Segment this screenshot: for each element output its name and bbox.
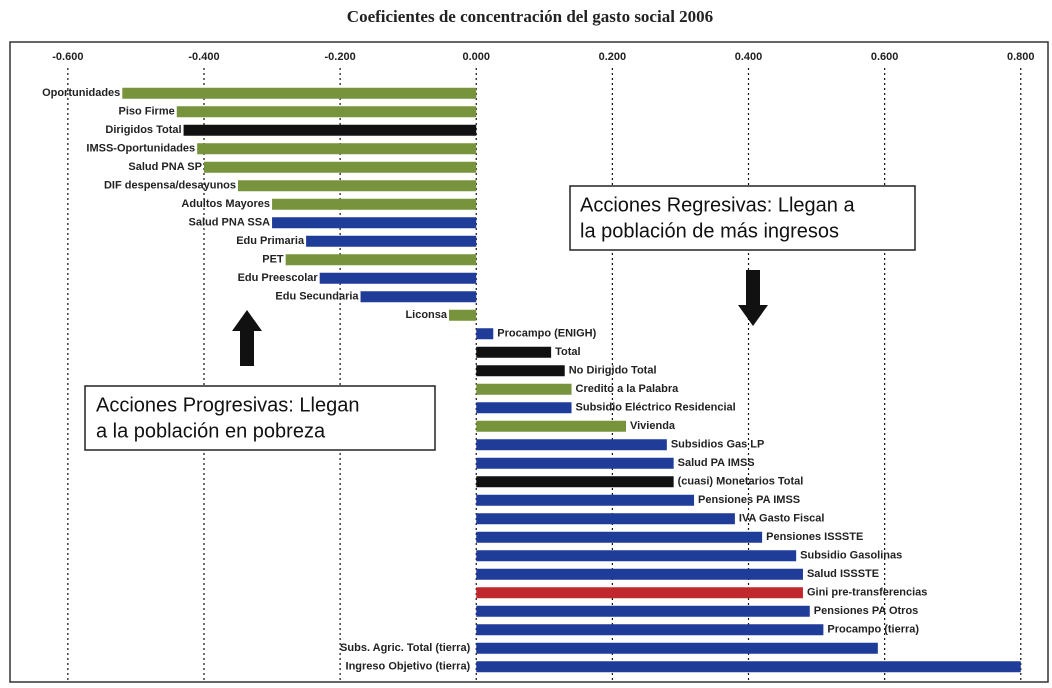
category-label: Subs. Agric. Total (tierra): [340, 642, 471, 654]
category-label: Pensiones PA IMSS: [698, 494, 800, 506]
arrow-up: [232, 310, 262, 366]
bar: [476, 420, 626, 432]
category-label: Pensiones ISSSTE: [766, 531, 863, 543]
category-label: Gini pre-transferencias: [807, 587, 927, 599]
bar: [238, 180, 477, 192]
category-label: No Dirigido Total: [569, 365, 657, 377]
bar: [360, 291, 477, 303]
category-label: Salud PNA SP: [128, 161, 202, 173]
category-label: Edu Primaria: [236, 235, 305, 247]
bar: [176, 106, 477, 118]
x-tick-label: 0.200: [599, 51, 627, 63]
annotation-frame: [84, 385, 436, 451]
bar: [476, 587, 803, 599]
category-label: Salud PA IMSS: [678, 457, 755, 469]
category-label: Adultos Mayores: [181, 198, 270, 210]
category-label: Dirigidos Total: [105, 124, 181, 136]
x-tick-label: -0.400: [188, 51, 219, 63]
bar: [476, 457, 674, 469]
category-label: Piso Firme: [119, 106, 175, 118]
annotation-text: Acciones Progresivas: Llegan: [96, 394, 359, 416]
bar: [476, 346, 552, 358]
category-label: Subsidio Eléctrico Residencial: [576, 402, 736, 414]
category-label: Procampo (tierra): [827, 624, 919, 636]
bar: [476, 476, 674, 488]
bar: [476, 605, 810, 617]
bar: [476, 513, 735, 525]
bar: [285, 254, 477, 266]
category-label: Total: [555, 346, 580, 358]
category-label: Salud ISSSTE: [807, 568, 879, 580]
category-label: Liconsa: [405, 309, 447, 321]
annotation-box: Acciones Progresivas: Llegan a la poblac…: [84, 310, 436, 451]
bar: [476, 642, 878, 654]
category-label: Oportunidades: [42, 87, 120, 99]
category-label: IVA Gasto Fiscal: [739, 513, 825, 525]
bar: [203, 161, 477, 173]
category-label: Ingreso Objetivo (tierra): [346, 661, 471, 673]
bar: [476, 661, 1021, 673]
bar: [476, 328, 494, 340]
category-label: Pensiones PA Otros: [814, 605, 919, 617]
bar: [476, 494, 695, 506]
bar: [183, 124, 477, 136]
annotation-box: Acciones Regresivas: Llegan a la poblaci…: [569, 185, 916, 326]
bar: [476, 439, 667, 451]
bar: [476, 402, 572, 414]
annotation-frame: [569, 185, 916, 251]
category-label: Subsidio Gasolinas: [800, 550, 902, 562]
bar: [122, 87, 477, 99]
bar: [272, 217, 477, 229]
x-tick-label: 0.800: [1007, 51, 1035, 63]
category-label: Vivienda: [630, 420, 676, 432]
x-tick-label: 0.400: [735, 51, 763, 63]
x-tick-label: -0.200: [325, 51, 356, 63]
annotation-text: a la población en pobreza: [96, 420, 326, 442]
bar: [449, 309, 477, 321]
arrow-down: [738, 270, 768, 326]
bar: [272, 198, 477, 210]
annotation-text: Acciones Regresivas: Llegan a: [580, 194, 855, 216]
plot-frame: [9, 41, 1049, 683]
category-label: IMSS-Oportunidades: [86, 143, 195, 155]
category-label: Edu Preescolar: [238, 272, 319, 284]
category-label: DIF despensa/desayunos: [104, 180, 236, 192]
category-label: PET: [262, 254, 284, 266]
x-tick-label: -0.600: [52, 51, 83, 63]
x-tick-label: 0.000: [462, 51, 490, 63]
bar: [476, 624, 824, 636]
annotation-text: la población de más ingresos: [580, 220, 839, 242]
category-label: Procampo (ENIGH): [497, 328, 596, 340]
category-label: Credito a la Palabra: [576, 383, 680, 395]
x-tick-label: 0.600: [871, 51, 899, 63]
bar: [476, 568, 803, 580]
bar: [476, 550, 797, 562]
bar: [306, 235, 477, 247]
chart-title: Coeficientes de concentración del gasto …: [347, 7, 713, 26]
bar: [476, 531, 763, 543]
category-label: Salud PNA SSA: [189, 217, 271, 229]
category-label: Edu Secundaria: [275, 291, 359, 303]
bar: [197, 143, 477, 155]
category-label: Subsidios Gas LP: [671, 439, 765, 451]
bar: [476, 365, 565, 377]
bar: [476, 383, 572, 395]
bar: [319, 272, 477, 284]
category-label: (cuasi) Monetarios Total: [678, 476, 804, 488]
